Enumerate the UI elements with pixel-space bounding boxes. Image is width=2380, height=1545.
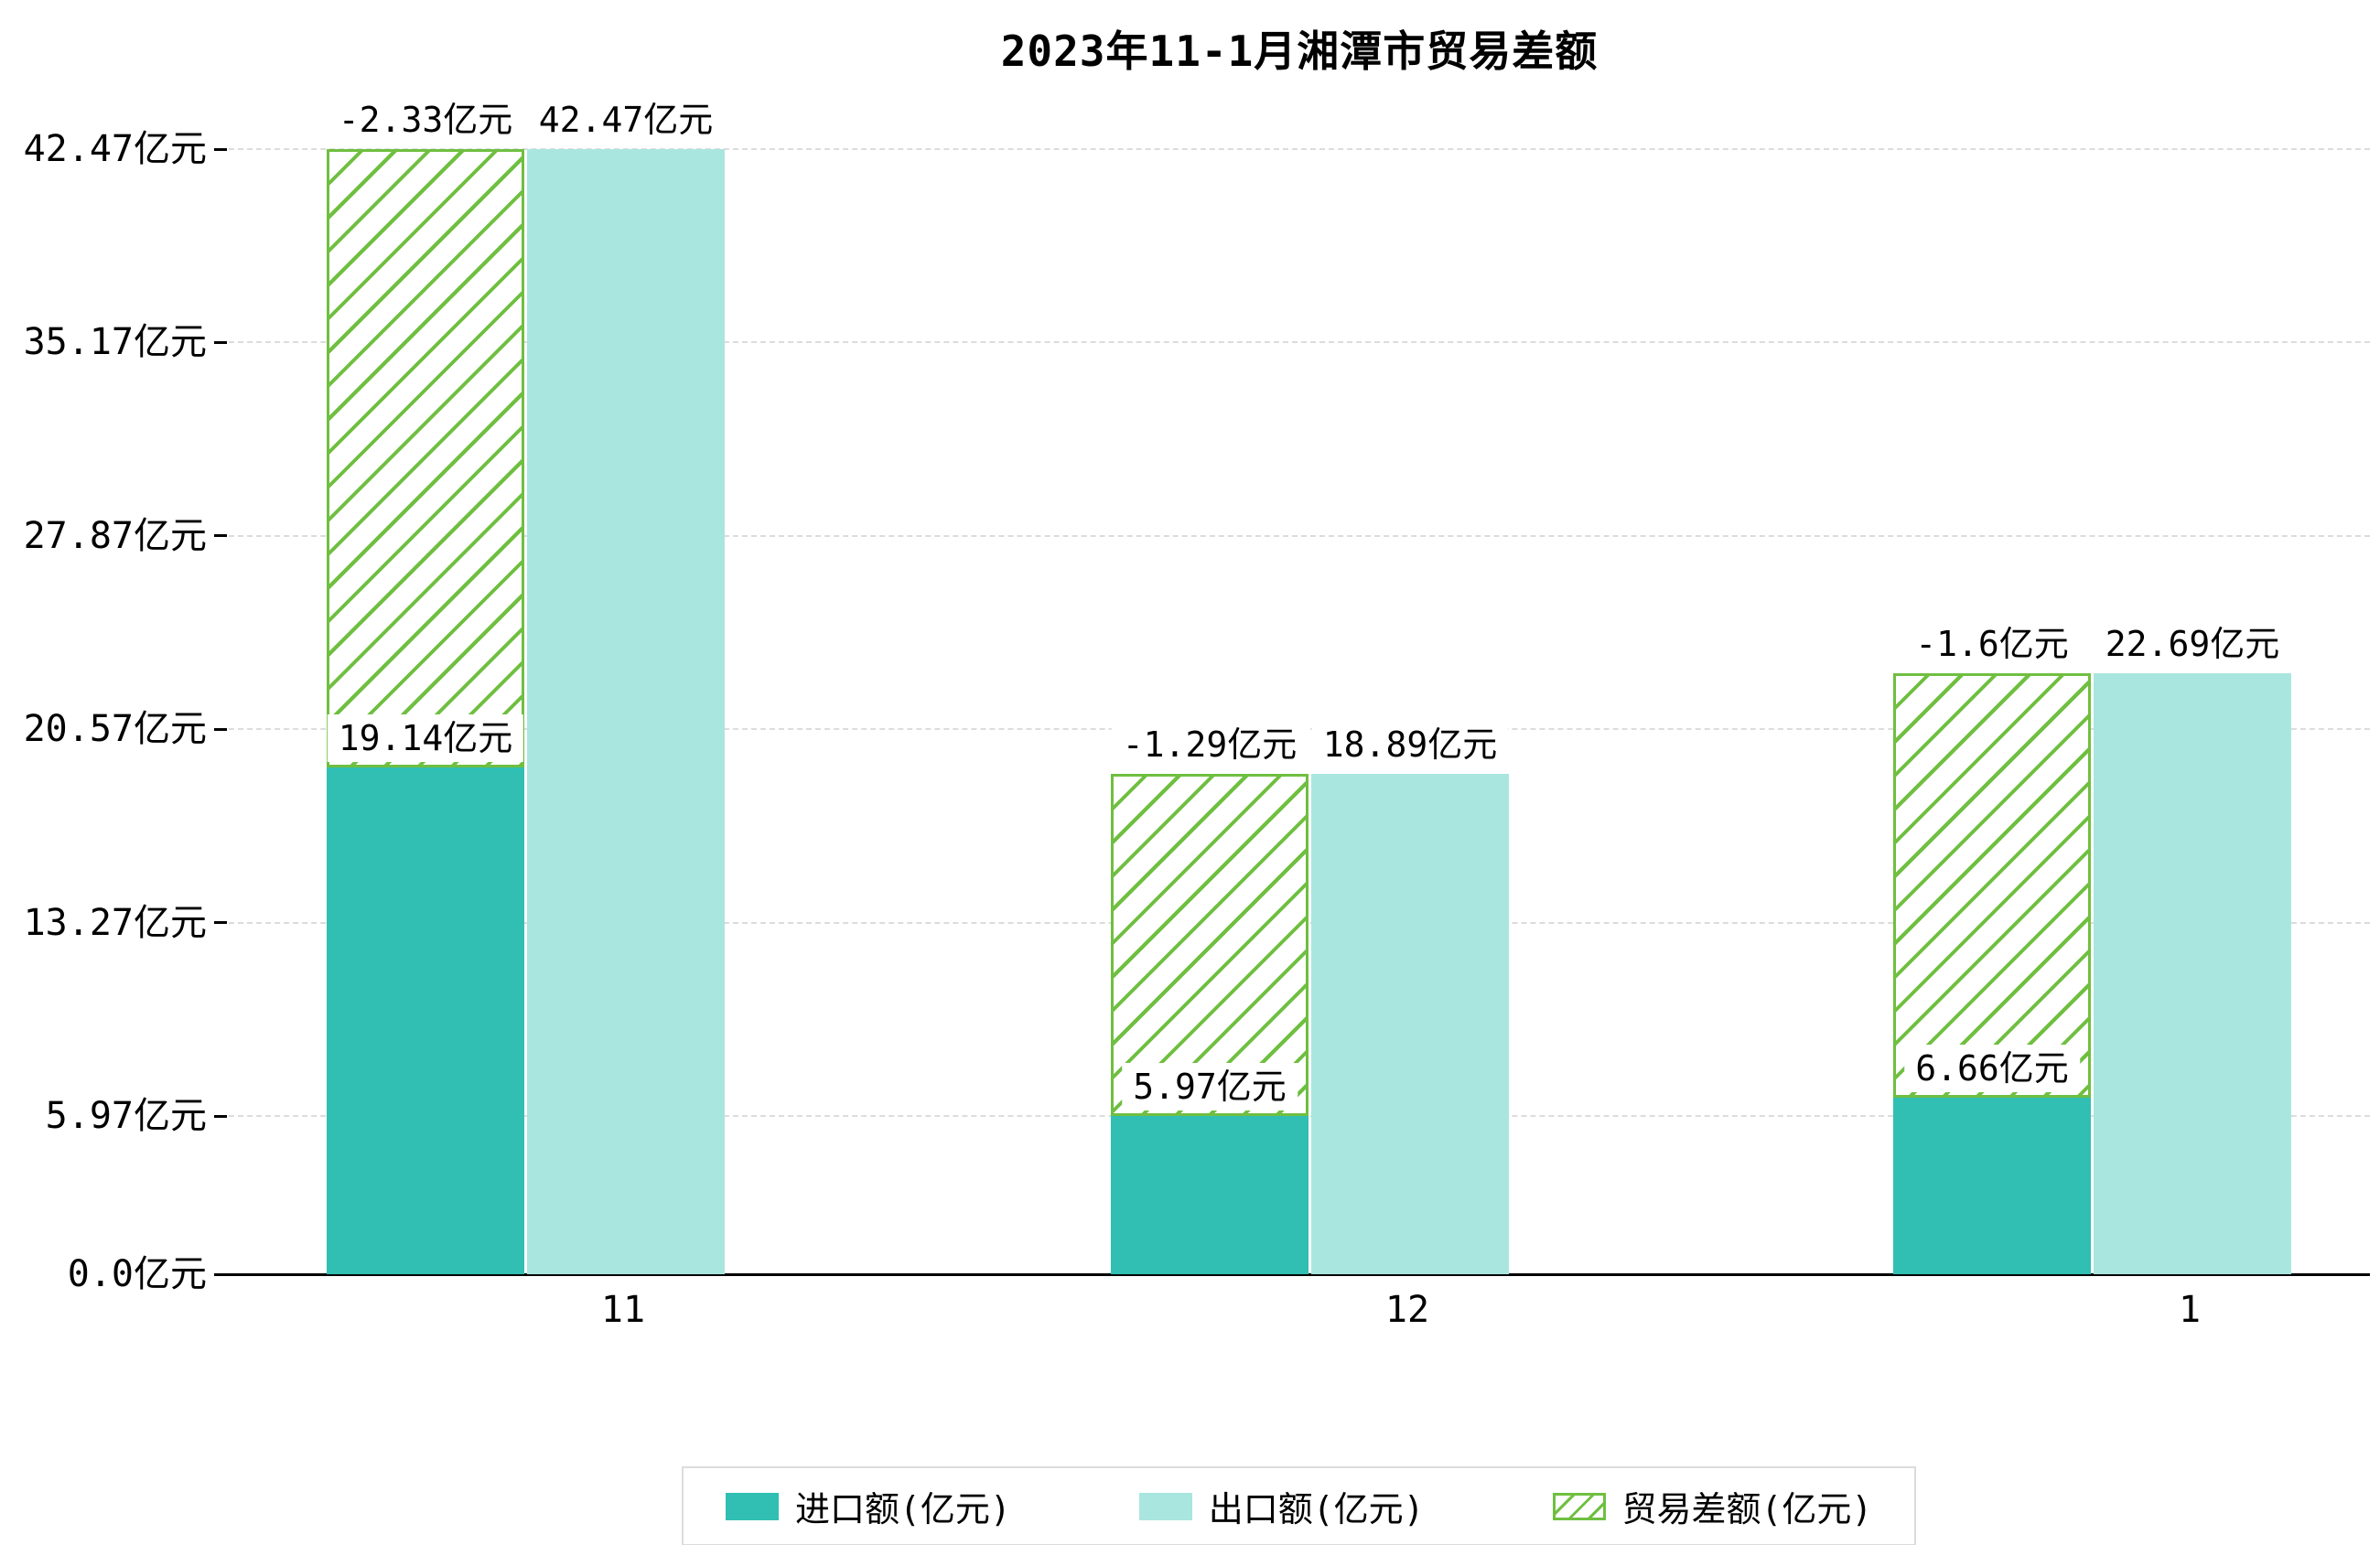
legend-swatch-import-icon — [726, 1492, 779, 1520]
y-axis-tick-label: 0.0亿元 — [67, 1253, 207, 1295]
y-tick-mark — [214, 1114, 227, 1118]
balance-value-label: -1.29亿元 — [1111, 720, 1308, 768]
y-axis-tick-label: 42.47亿元 — [23, 128, 207, 170]
legend-item-import: 进口额(亿元) — [726, 1481, 1011, 1531]
x-axis-line — [223, 1273, 2370, 1276]
y-tick-mark — [214, 147, 227, 151]
export-value-label: 18.89亿元 — [1311, 720, 1509, 768]
chart-title: 2023年11-1月湘潭市贸易差额 — [1000, 27, 1599, 76]
y-tick-mark — [214, 340, 227, 344]
x-axis-tick-label: 1 — [2178, 1289, 2202, 1331]
legend-label: 出口额(亿元) — [1208, 1489, 1425, 1529]
gridline — [229, 148, 2370, 150]
y-tick-mark — [214, 727, 227, 731]
import-bar — [1111, 1116, 1308, 1274]
y-axis-tick-label: 35.17亿元 — [23, 321, 207, 364]
balance-value-label: -2.33亿元 — [327, 96, 524, 144]
x-axis-tick-label: 12 — [1384, 1289, 1430, 1331]
import-bar — [1893, 1098, 2091, 1274]
export-bar — [2094, 672, 2291, 1274]
y-tick-mark — [214, 921, 227, 925]
y-axis-tick-label: 27.87亿元 — [23, 514, 207, 557]
legend: 进口额(亿元) 出口额(亿元) 贸易差额(亿元) — [682, 1466, 1917, 1545]
balance-bar — [1893, 672, 2091, 1099]
export-value-label: 42.47亿元 — [527, 96, 725, 144]
gridline — [229, 534, 2370, 537]
y-tick-mark — [214, 534, 227, 538]
import-value-label: 19.14亿元 — [327, 713, 524, 762]
export-bar — [1311, 773, 1509, 1274]
legend-item-export: 出口额(亿元) — [1138, 1481, 1425, 1531]
x-axis-tick-label: 11 — [600, 1289, 646, 1331]
export-value-label: 22.69亿元 — [2094, 619, 2291, 668]
import-value-label: 5.97亿元 — [1122, 1063, 1298, 1111]
balance-value-label: -1.6亿元 — [1904, 619, 2080, 668]
balance-bar — [327, 149, 524, 767]
export-bar — [527, 149, 725, 1274]
legend-item-balance: 贸易差额(亿元) — [1552, 1481, 1873, 1531]
import-bar — [327, 767, 524, 1274]
gridline — [229, 341, 2370, 344]
balance-bar — [1111, 773, 1308, 1117]
y-tick-mark — [214, 1272, 227, 1276]
y-axis-tick-label: 5.97亿元 — [45, 1095, 207, 1138]
legend-label: 进口额(亿元) — [795, 1489, 1011, 1529]
y-axis-tick-label: 20.57亿元 — [23, 708, 207, 751]
legend-swatch-export-icon — [1138, 1492, 1192, 1520]
y-axis-tick-label: 13.27亿元 — [23, 901, 207, 944]
legend-label: 贸易差额(亿元) — [1621, 1489, 1873, 1529]
import-value-label: 6.66亿元 — [1904, 1045, 2080, 1093]
legend-swatch-balance-icon — [1552, 1492, 1606, 1520]
